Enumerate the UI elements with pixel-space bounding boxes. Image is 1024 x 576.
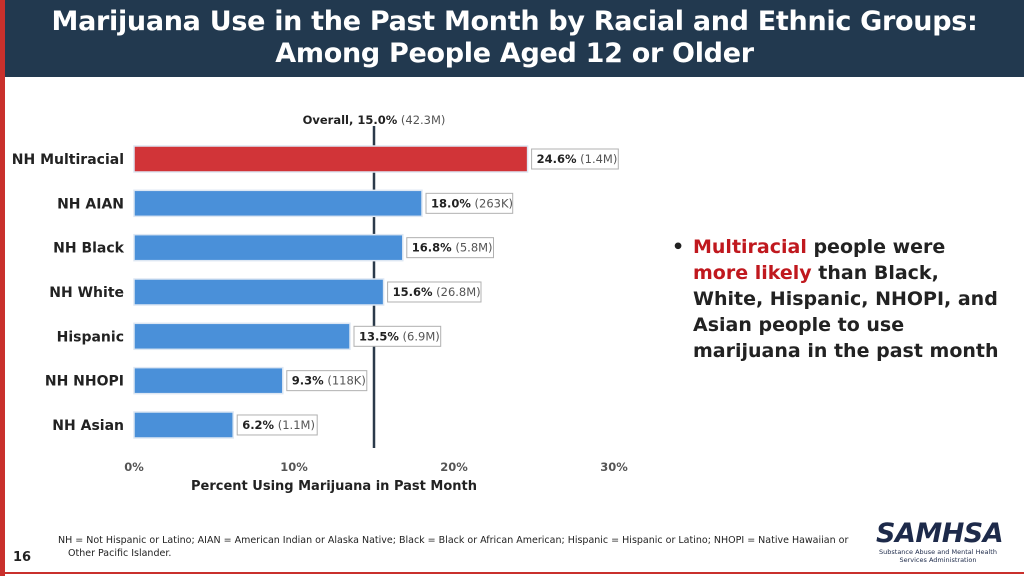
overall-reference-label: Overall, 15.0% (42.3M) xyxy=(303,113,446,127)
data-label: 16.8% (5.8M) xyxy=(412,241,493,255)
bullet-text-rest: than Black, White, Hispanic, NHOPI, and … xyxy=(693,262,999,362)
logo-subtitle-line-1: Substance Abuse and Mental Health xyxy=(879,548,997,556)
data-label: 18.0% (263K) xyxy=(431,196,513,210)
x-tick-label: 10% xyxy=(280,460,308,474)
bar xyxy=(133,233,404,262)
category-label: Hispanic xyxy=(57,329,124,345)
data-label-box xyxy=(286,370,368,392)
data-label: 15.6% (26.8M) xyxy=(393,285,481,299)
x-tick-label: 0% xyxy=(124,460,144,474)
key-finding-bullet: • Multiracial people were more likely th… xyxy=(672,234,1002,364)
data-label-box xyxy=(531,148,619,170)
logo-subtitle-line-2: Services Administration xyxy=(899,556,977,564)
footnote-line-1: NH = Not Hispanic or Latino; AIAN = Amer… xyxy=(58,535,849,546)
title-bar: Marijuana Use in the Past Month by Racia… xyxy=(5,0,1024,77)
category-label: NH Black xyxy=(53,241,125,257)
category-label: NH AIAN xyxy=(57,196,124,212)
category-label: NH NHOPI xyxy=(45,374,124,390)
x-tick-label: 20% xyxy=(440,460,468,474)
bar xyxy=(133,189,423,218)
data-label-box xyxy=(387,281,482,303)
bullet-highlight-group: Multiracial xyxy=(693,236,807,258)
data-label-box xyxy=(236,414,318,436)
data-label: 9.3% (118K) xyxy=(292,374,366,388)
data-label-box xyxy=(406,237,494,259)
page-number: 16 xyxy=(13,550,32,565)
bullet-dot: • xyxy=(672,236,685,258)
samhsa-logo: SAMHSA Substance Abuse and Mental Health… xyxy=(876,518,1004,565)
footnote: NH = Not Hispanic or Latino; AIAN = Amer… xyxy=(58,534,858,560)
bar xyxy=(133,278,385,306)
bullet-text-segment: people were xyxy=(806,236,946,258)
category-label: NH Asian xyxy=(52,418,124,434)
slide-title-line-2: Among People Aged 12 or Older xyxy=(275,38,754,69)
data-label: 13.5% (6.9M) xyxy=(359,329,440,343)
left-accent-stripe xyxy=(0,0,5,576)
logo-wordmark: SAMHSA xyxy=(876,518,1004,549)
bar xyxy=(133,366,284,395)
bar-chart: Overall, 15.0% (42.3M) NH Multiracial 24.6… xyxy=(12,113,628,494)
data-label: 24.6% (1.4M) xyxy=(537,152,618,166)
bullet-text: Multiracial people were more likely than… xyxy=(693,234,1002,364)
bar xyxy=(133,145,529,173)
footnote-line-2: Other Pacific Islander. xyxy=(68,548,172,559)
bar xyxy=(133,411,234,439)
data-label-box xyxy=(353,325,442,347)
category-label: NH Multiracial xyxy=(12,152,124,168)
data-label-box xyxy=(425,192,514,214)
bullet-highlight-likelihood: more likely xyxy=(693,262,812,284)
x-axis-title: Percent Using Marijuana in Past Month xyxy=(191,479,477,494)
bottom-accent-line xyxy=(5,572,1024,574)
data-label: 6.2% (1.1M) xyxy=(242,418,315,432)
slide-title-line-1: Marijuana Use in the Past Month by Racia… xyxy=(51,6,978,37)
bar xyxy=(133,322,351,351)
category-label: NH White xyxy=(49,285,124,301)
x-tick-label: 30% xyxy=(600,460,628,474)
